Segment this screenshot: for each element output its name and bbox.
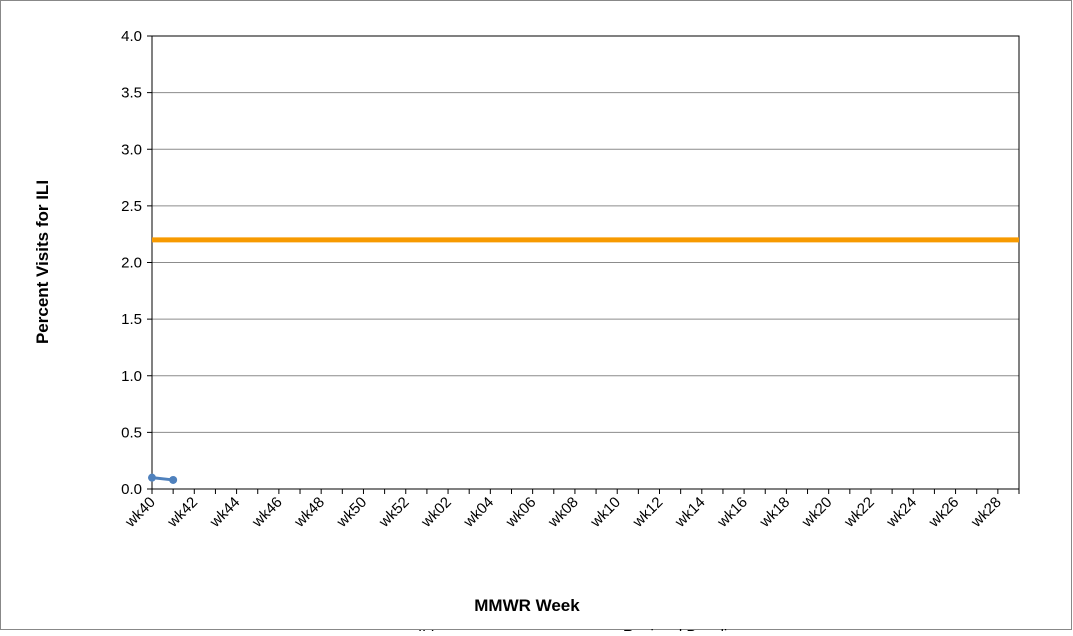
y-tick-label: 3.5 — [121, 85, 142, 102]
y-tick-label: 2.0 — [121, 255, 142, 272]
legend-label: ILI — [418, 627, 435, 631]
y-tick-label: 1.0 — [121, 368, 142, 385]
y-tick-label: 0.0 — [121, 481, 142, 498]
y-tick-label: 0.5 — [121, 424, 142, 441]
y-tick-label: 3.0 — [121, 141, 142, 158]
y-tick-label: 4.0 — [121, 28, 142, 45]
plot-area — [151, 35, 1020, 490]
y-tick-label: 2.5 — [121, 198, 142, 215]
x-axis-title: MMWR Week — [474, 596, 580, 615]
legend-label: Regional Baseline — [623, 627, 744, 631]
point — [148, 473, 156, 482]
y-axis-title: Percent Visits for ILI — [33, 180, 52, 344]
point — [169, 475, 178, 484]
y-tick-label: 1.5 — [121, 311, 142, 328]
